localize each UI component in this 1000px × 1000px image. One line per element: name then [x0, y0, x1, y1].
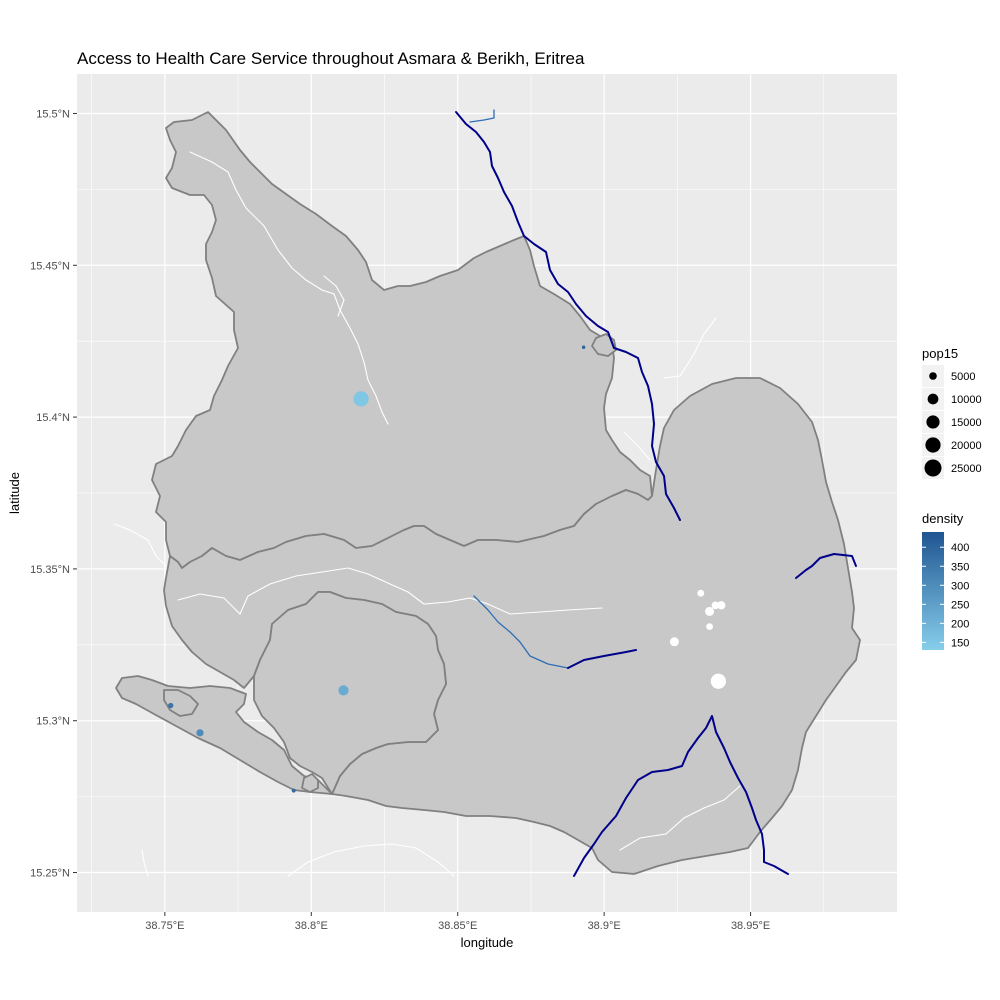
y-axis-title: latitude [7, 472, 22, 514]
facility-point [168, 702, 174, 709]
x-tick-label: 38.8°E [295, 920, 328, 932]
facility-point [338, 685, 349, 696]
color-legend-title: density [922, 511, 964, 526]
road-bottom-left [141, 849, 149, 877]
size-legend-dot [927, 393, 939, 405]
white-roads [113, 151, 741, 877]
river-north-tributary [469, 109, 495, 123]
color-legend-label: 250 [951, 599, 969, 611]
rivers [455, 109, 857, 877]
road-west [113, 523, 167, 567]
district-asmara [253, 591, 447, 795]
white-point [697, 589, 705, 597]
road-middle [177, 567, 603, 615]
color-legend-ticks: 150 200 250 300 350 400 [922, 542, 969, 649]
stream-mid [623, 431, 651, 461]
road-bottom [287, 843, 455, 877]
size-legend-label: 25000 [951, 463, 982, 475]
chart-title: Access to Health Care Service throughout… [77, 49, 585, 68]
district-small-west [163, 689, 199, 717]
y-tick-label: 15.5°N [36, 108, 70, 120]
facility-point [291, 788, 296, 793]
y-tick-label: 15.3°N [36, 716, 70, 728]
facility-points [168, 345, 586, 793]
x-tick-label: 38.75°E [145, 920, 184, 932]
x-tick-label: 38.85°E [438, 920, 477, 932]
size-legend-dot [925, 437, 941, 453]
color-legend-bar [922, 532, 944, 650]
y-tick-label: 15.45°N [30, 260, 70, 272]
road-south [619, 785, 741, 851]
white-point [711, 601, 720, 610]
color-legend-label: 200 [951, 618, 969, 630]
size-legend-label: 10000 [951, 394, 982, 406]
axis-ticks: 38.75°E 38.8°E 38.85°E 38.9°E 38.95°E 15.25°N… [30, 108, 770, 932]
river-east [795, 553, 857, 579]
white-points [669, 589, 726, 689]
size-legend-dot [926, 415, 940, 429]
x-tick-label: 38.95°E [731, 920, 770, 932]
size-legend-dot [924, 459, 942, 477]
color-legend: density 150 200 250 300 350 400 [922, 511, 969, 650]
facility-point [353, 391, 369, 407]
white-point [669, 637, 679, 647]
y-tick-label: 15.25°N [30, 868, 70, 880]
white-point [710, 673, 726, 689]
white-point [717, 601, 726, 610]
road-east [663, 317, 717, 379]
white-point [706, 623, 713, 630]
color-legend-label: 150 [951, 637, 969, 649]
river-central-main [567, 649, 637, 669]
size-legend-label: 15000 [951, 417, 982, 429]
district-polygons [115, 111, 861, 875]
size-legend-label: 5000 [951, 371, 975, 383]
y-tick-label: 15.4°N [36, 412, 70, 424]
district-small-south [301, 773, 319, 793]
road-north [189, 151, 389, 425]
size-legend-label: 20000 [951, 440, 982, 452]
size-legend: pop15 5000 10000 15000 20000 25000 [922, 346, 982, 479]
x-tick-label: 38.9°E [588, 920, 621, 932]
facility-point [196, 729, 204, 737]
color-legend-label: 300 [951, 580, 969, 592]
size-legend-keys: 5000 10000 15000 20000 25000 [922, 365, 982, 479]
x-axis-title: longitude [461, 935, 514, 950]
color-legend-label: 350 [951, 561, 969, 573]
river-central [473, 595, 569, 669]
road-north-branch [323, 275, 345, 317]
river-south [573, 715, 789, 877]
y-tick-label: 15.35°N [30, 564, 70, 576]
facility-point [581, 345, 586, 349]
white-point [705, 606, 715, 616]
river-north [455, 111, 681, 521]
color-legend-label: 400 [951, 542, 969, 554]
size-legend-title: pop15 [922, 346, 958, 361]
size-legend-dot [929, 372, 937, 380]
